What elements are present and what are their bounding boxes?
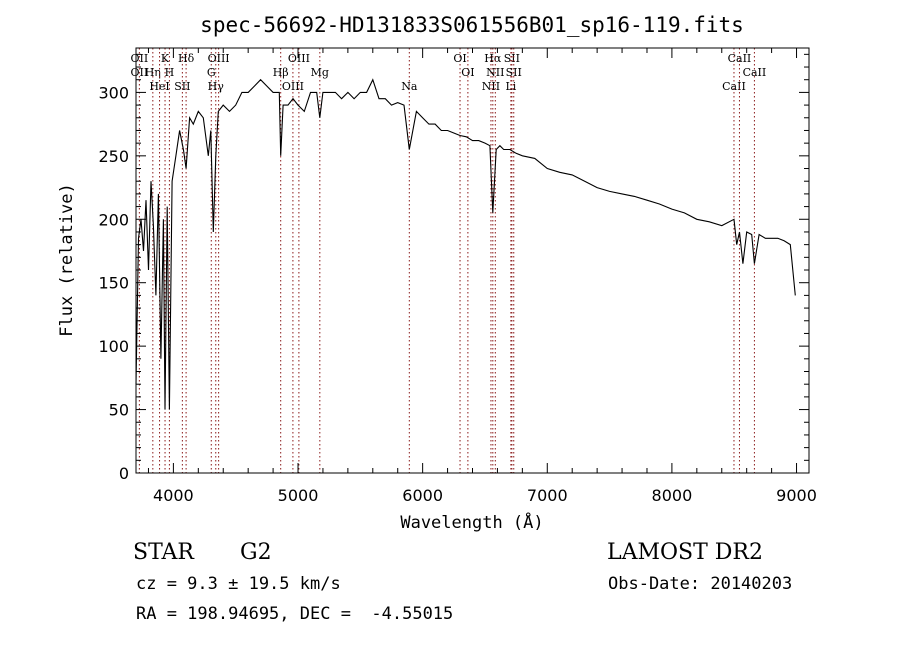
- line-label: OIII: [282, 80, 304, 93]
- spectral-line-markers: OIIOIIHηHeIKHSIIHδGHγOIIIHβOIIIOIIIMgNaO…: [131, 48, 767, 473]
- plot-frame: [135, 47, 810, 474]
- line-label: CaII: [728, 52, 752, 65]
- line-label: CaII: [722, 80, 746, 93]
- obs-date-text: Obs-Date: 20140203: [608, 574, 793, 594]
- y-tick-label: 200: [98, 210, 129, 229]
- line-label: Mg: [311, 66, 329, 79]
- line-label: Na: [401, 80, 418, 93]
- line-label: Hγ: [208, 80, 225, 93]
- object-subclass: G2: [240, 540, 272, 565]
- line-label: OIII: [288, 52, 310, 65]
- y-tick-label: 50: [109, 401, 129, 420]
- line-label: Hα: [484, 52, 502, 65]
- line-label: OI: [461, 66, 474, 79]
- line-label: CaII: [743, 66, 767, 79]
- x-tick-label: 7000: [527, 486, 568, 505]
- y-tick-label: 300: [98, 83, 129, 102]
- x-tick-label: 8000: [652, 486, 693, 505]
- line-label: H: [165, 66, 175, 79]
- y-tick-label: 100: [98, 337, 129, 356]
- object-class: STAR: [133, 540, 194, 565]
- y-axis-label: Flux (relative): [57, 183, 77, 337]
- line-label: Hη: [145, 66, 161, 79]
- line-label: Hδ: [178, 52, 195, 65]
- chart-title: spec-56692-HD131833S061556B01_sp16-119.f…: [200, 13, 744, 37]
- line-label: OII: [131, 52, 149, 65]
- x-axis-label: Wavelength (Å): [400, 511, 543, 533]
- axis-ticks: 4000 5000 6000 7000 8000 9000 0 50 100 150 200 250 3…: [98, 48, 817, 505]
- y-tick-label: 0: [119, 464, 129, 483]
- line-label: OI: [453, 52, 466, 65]
- x-tick-label: 9000: [776, 486, 817, 505]
- y-tick-label: 250: [98, 147, 129, 166]
- x-tick-label: 6000: [402, 486, 443, 505]
- coords-text: RA = 198.94695, DEC = -4.55015: [136, 604, 454, 624]
- redshift-text: cz = 9.3 ± 19.5 km/s: [136, 574, 341, 594]
- x-tick-label: 5000: [278, 486, 319, 505]
- line-label: NII: [482, 80, 500, 93]
- x-tick-label: 4000: [153, 486, 194, 505]
- line-label: K: [161, 52, 170, 65]
- line-label: OIII: [208, 52, 230, 65]
- survey-name: LAMOST DR2: [607, 540, 763, 565]
- line-label: SII: [506, 66, 522, 79]
- line-label: SII: [174, 80, 190, 93]
- spectrum-series: [135, 78, 796, 410]
- line-label: G: [207, 66, 216, 79]
- line-label: Hβ: [273, 66, 289, 79]
- line-label: HeI: [149, 80, 169, 93]
- line-label: Li: [505, 80, 516, 93]
- line-label: NII: [486, 66, 504, 79]
- y-tick-label: 150: [98, 274, 129, 293]
- line-label: OII: [131, 66, 149, 79]
- line-label: SII: [504, 52, 520, 65]
- spectrum-line: [135, 78, 796, 410]
